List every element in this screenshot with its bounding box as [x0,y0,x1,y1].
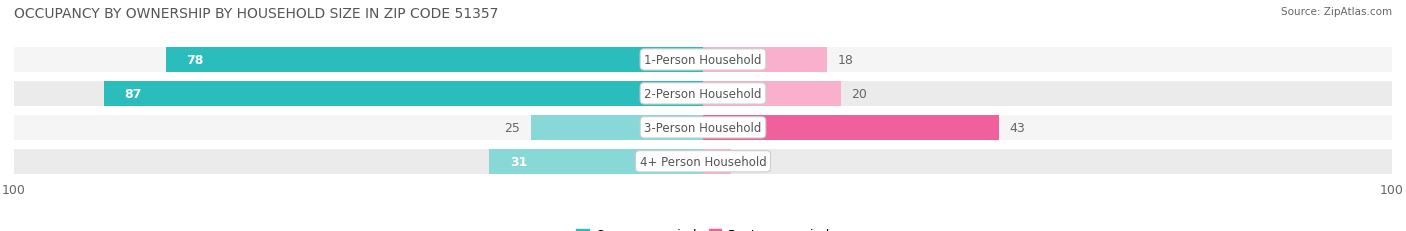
Bar [14,116,1392,140]
Bar [703,48,827,72]
Text: 4+ Person Household: 4+ Person Household [640,155,766,168]
Text: 87: 87 [124,88,142,100]
Bar [703,116,1000,140]
Legend: Owner-occupied, Renter-occupied: Owner-occupied, Renter-occupied [571,223,835,231]
Text: 3-Person Household: 3-Person Household [644,121,762,134]
Bar [166,48,703,72]
Text: 43: 43 [1010,121,1025,134]
Bar [14,82,1392,106]
Text: 1-Person Household: 1-Person Household [644,54,762,67]
Bar [104,82,703,106]
Text: 31: 31 [510,155,527,168]
Bar [489,149,703,174]
Text: OCCUPANCY BY OWNERSHIP BY HOUSEHOLD SIZE IN ZIP CODE 51357: OCCUPANCY BY OWNERSHIP BY HOUSEHOLD SIZE… [14,7,499,21]
Bar [703,149,731,174]
Bar [14,149,1392,174]
Text: 78: 78 [186,54,204,67]
Bar [531,116,703,140]
Text: 2-Person Household: 2-Person Household [644,88,762,100]
Bar [703,82,841,106]
Text: 20: 20 [851,88,868,100]
Text: 25: 25 [505,121,520,134]
Text: 4: 4 [741,155,749,168]
Text: 18: 18 [838,54,853,67]
Bar [14,48,1392,72]
Text: Source: ZipAtlas.com: Source: ZipAtlas.com [1281,7,1392,17]
